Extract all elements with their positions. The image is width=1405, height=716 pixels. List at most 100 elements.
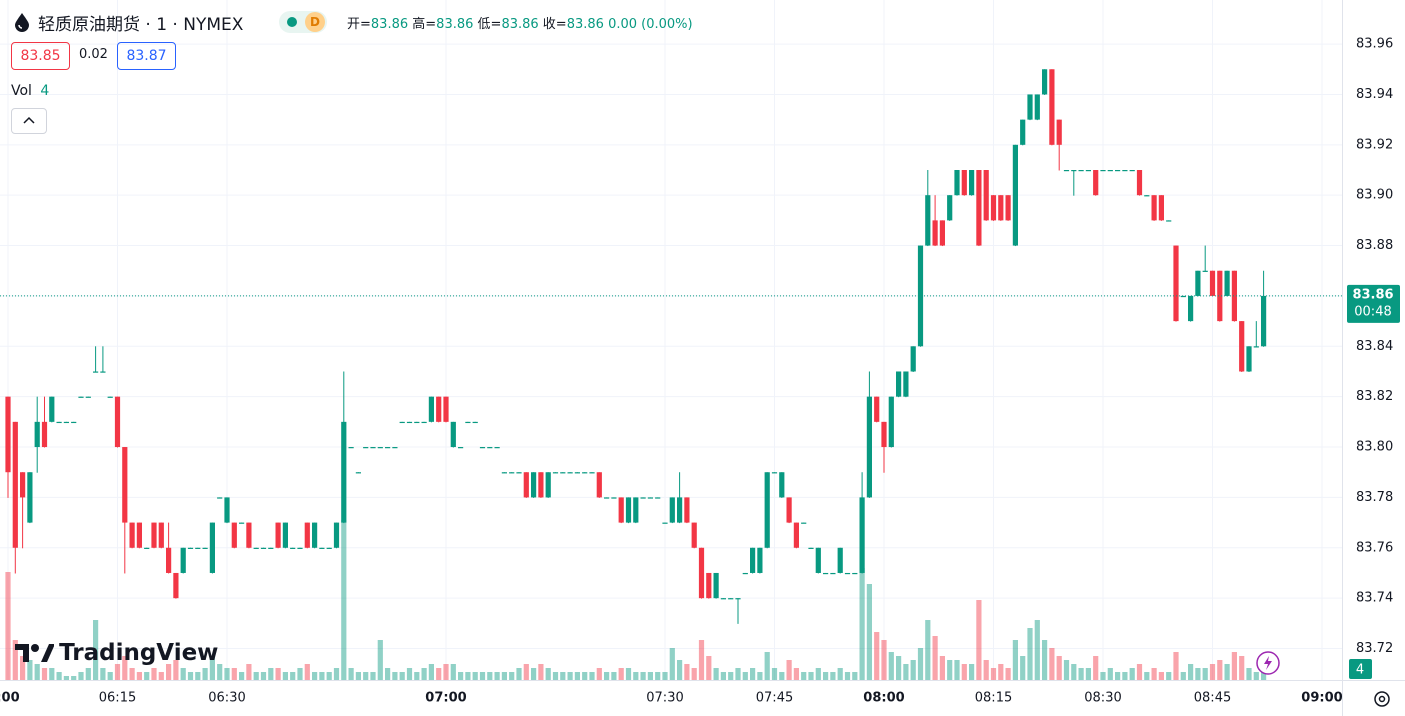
- candle-body: [735, 598, 741, 600]
- candle-body: [1093, 170, 1099, 196]
- candle-body: [85, 396, 91, 398]
- candle-body: [421, 421, 427, 424]
- volume-bar: [107, 672, 113, 680]
- candle-body: [385, 447, 391, 449]
- volume-bar: [947, 660, 953, 680]
- volume-bar: [297, 668, 303, 680]
- candle-body: [12, 421, 18, 548]
- candle-body: [501, 472, 507, 474]
- volume-bar: [1173, 652, 1179, 680]
- volume-bar: [823, 672, 829, 680]
- y-tick-label: 83.96: [1356, 37, 1393, 52]
- candle-body: [1122, 170, 1128, 172]
- candle-body: [560, 472, 566, 474]
- candle-body: [574, 472, 580, 474]
- candle-body: [947, 195, 953, 221]
- volume-bar: [1020, 656, 1026, 680]
- volume-bar: [304, 664, 310, 680]
- volume-bar: [443, 664, 449, 680]
- candle-body: [297, 547, 303, 549]
- volume-bar: [669, 648, 675, 680]
- candle-body: [1239, 321, 1245, 372]
- candle-body: [450, 421, 456, 448]
- volume-bar: [735, 668, 741, 680]
- settings-button[interactable]: [1371, 688, 1393, 710]
- volume-bar: [1078, 668, 1084, 680]
- candle-body: [596, 472, 602, 498]
- candle-body: [436, 396, 442, 422]
- volume-bar: [837, 668, 843, 680]
- volume-bar: [815, 668, 821, 680]
- low-label: 低=: [477, 17, 502, 32]
- candle-body: [1020, 119, 1026, 145]
- sell-price[interactable]: 83.85: [11, 42, 70, 70]
- spread: 0.02: [79, 47, 108, 62]
- candle-body: [713, 572, 719, 599]
- volume-bar: [78, 672, 84, 680]
- lightning-button[interactable]: [1254, 649, 1282, 677]
- volume-bar: [173, 660, 179, 680]
- y-tick-label: 83.72: [1356, 641, 1393, 656]
- volume-bar: [1246, 668, 1252, 680]
- volume-bar: [1158, 672, 1164, 680]
- candle-body: [983, 170, 989, 221]
- volume-bar: [41, 668, 48, 680]
- volume-bar: [844, 672, 851, 680]
- volume-bar: [312, 672, 318, 680]
- candle-body: [808, 547, 814, 549]
- candle-body: [312, 522, 318, 548]
- candle-body: [1151, 195, 1157, 221]
- buy-price[interactable]: 83.87: [117, 42, 176, 70]
- volume-bar: [71, 676, 77, 680]
- candle-body: [1078, 170, 1084, 172]
- candle-body: [823, 572, 829, 575]
- volume-bar: [487, 672, 493, 680]
- candle-body: [333, 522, 340, 548]
- volume-bar: [1136, 664, 1143, 680]
- volume-bar: [896, 656, 902, 680]
- status-pill[interactable]: D: [279, 11, 327, 33]
- x-tick-label: :00: [0, 691, 20, 706]
- volume-bar: [662, 672, 668, 680]
- candle-body: [844, 572, 851, 575]
- countdown: 00:48: [1354, 304, 1391, 319]
- volume-bar: [166, 664, 172, 680]
- close-value: 83.86: [566, 17, 604, 32]
- volume-bar: [180, 668, 186, 680]
- candle-body: [304, 522, 310, 548]
- candle-body: [998, 195, 1004, 221]
- volume-bar: [275, 668, 281, 680]
- volume-bar: [392, 672, 398, 680]
- candle-body: [144, 547, 150, 549]
- candle-body: [1202, 270, 1208, 272]
- volume-bar: [698, 640, 705, 680]
- candle-body: [939, 220, 945, 246]
- candle-body: [326, 547, 332, 549]
- candle-body: [801, 522, 807, 524]
- candle-body: [640, 497, 646, 499]
- candle-body: [896, 371, 902, 397]
- candle-body: [443, 396, 449, 422]
- collapse-button[interactable]: [11, 108, 47, 134]
- candle-body: [1166, 220, 1172, 222]
- volume-bar: [1027, 628, 1033, 680]
- candle-body: [1107, 170, 1113, 172]
- volume-bar: [253, 672, 259, 680]
- candle-body: [1085, 170, 1091, 172]
- y-tick-label: 83.94: [1356, 87, 1393, 102]
- y-tick-label: 83.88: [1356, 238, 1393, 253]
- volume-bars: [5, 520, 1267, 680]
- candle-body: [1144, 195, 1150, 197]
- candle-body: [932, 220, 938, 246]
- candle-body: [990, 195, 997, 221]
- volume-bar: [1034, 620, 1040, 680]
- volume-bar: [917, 648, 924, 680]
- candle-body: [589, 472, 595, 474]
- volume-bar: [49, 668, 55, 680]
- candle-body: [71, 421, 77, 424]
- candle-body: [268, 547, 274, 549]
- volume-bar: [567, 672, 573, 680]
- volume-bar: [458, 672, 464, 680]
- candle-body: [969, 170, 975, 196]
- candle-body: [173, 572, 179, 599]
